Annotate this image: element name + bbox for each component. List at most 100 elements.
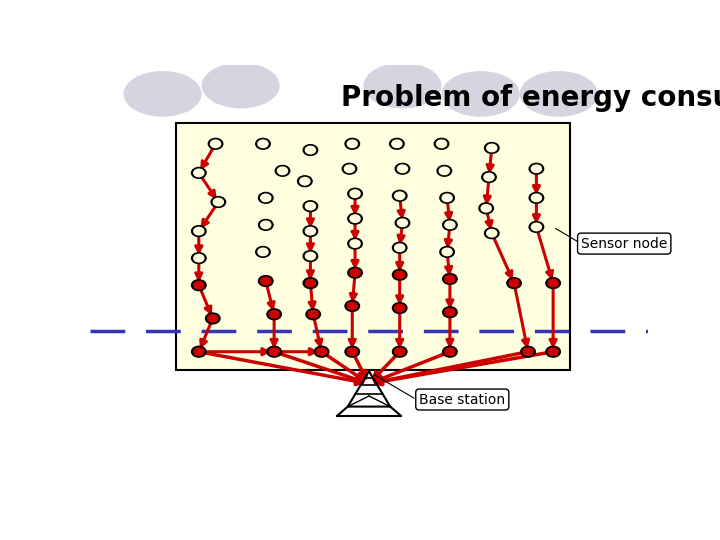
Circle shape [275, 165, 289, 176]
Circle shape [348, 188, 362, 199]
Circle shape [479, 203, 493, 214]
Circle shape [481, 205, 491, 212]
Circle shape [305, 202, 315, 210]
Circle shape [440, 192, 454, 203]
Circle shape [194, 281, 204, 289]
Circle shape [315, 346, 329, 357]
Circle shape [436, 140, 446, 147]
Circle shape [305, 146, 315, 154]
Text: Sensor node: Sensor node [581, 237, 667, 251]
Circle shape [529, 221, 544, 232]
Circle shape [546, 346, 560, 357]
Circle shape [392, 140, 402, 147]
Circle shape [397, 219, 408, 227]
Circle shape [192, 226, 206, 237]
Circle shape [205, 313, 220, 324]
Circle shape [485, 228, 499, 239]
Circle shape [305, 227, 315, 235]
Circle shape [305, 279, 315, 287]
Circle shape [269, 310, 279, 318]
Circle shape [445, 221, 455, 228]
Circle shape [392, 191, 407, 201]
Circle shape [261, 277, 271, 285]
Circle shape [443, 274, 457, 285]
Circle shape [300, 178, 310, 185]
Ellipse shape [124, 71, 202, 117]
Circle shape [439, 167, 449, 174]
Ellipse shape [202, 63, 280, 109]
Circle shape [258, 275, 273, 286]
Circle shape [348, 267, 362, 278]
Circle shape [485, 143, 499, 153]
Circle shape [440, 246, 454, 258]
Text: Problem of energy consumption (cont.): Problem of energy consumption (cont.) [341, 84, 720, 112]
Circle shape [347, 348, 357, 355]
Ellipse shape [520, 71, 598, 117]
Circle shape [297, 176, 312, 187]
Circle shape [308, 310, 318, 318]
Circle shape [258, 219, 273, 230]
Circle shape [548, 348, 558, 355]
Circle shape [345, 346, 359, 357]
Circle shape [256, 138, 270, 149]
Circle shape [443, 346, 457, 357]
Circle shape [395, 244, 405, 252]
Circle shape [548, 279, 558, 287]
Circle shape [258, 140, 268, 147]
Circle shape [443, 219, 457, 230]
Circle shape [269, 348, 279, 355]
Circle shape [192, 253, 206, 264]
Circle shape [482, 172, 496, 183]
Circle shape [208, 138, 222, 149]
Circle shape [210, 140, 220, 147]
Circle shape [529, 163, 544, 174]
Circle shape [434, 138, 449, 149]
Circle shape [194, 169, 204, 177]
Circle shape [392, 302, 407, 313]
Circle shape [507, 278, 521, 288]
Circle shape [211, 197, 225, 207]
Circle shape [277, 167, 287, 174]
Circle shape [531, 223, 541, 231]
Circle shape [487, 144, 497, 152]
Circle shape [303, 145, 318, 156]
Circle shape [443, 307, 457, 318]
Circle shape [529, 192, 544, 203]
Circle shape [345, 301, 359, 312]
Circle shape [350, 190, 360, 198]
Circle shape [395, 305, 405, 312]
Circle shape [437, 165, 451, 176]
Circle shape [392, 346, 407, 357]
Circle shape [303, 201, 318, 212]
Circle shape [267, 346, 282, 357]
Circle shape [395, 163, 410, 174]
Circle shape [546, 278, 560, 288]
Circle shape [317, 348, 327, 355]
Ellipse shape [364, 63, 441, 109]
Circle shape [509, 279, 519, 287]
Circle shape [348, 213, 362, 224]
Circle shape [305, 252, 315, 260]
Circle shape [306, 309, 320, 320]
Bar [176, 123, 570, 370]
Circle shape [303, 226, 318, 237]
Circle shape [445, 348, 455, 355]
Circle shape [442, 194, 452, 201]
Text: Base station: Base station [419, 393, 505, 407]
Circle shape [395, 348, 405, 355]
Circle shape [194, 254, 204, 262]
Circle shape [342, 163, 356, 174]
Circle shape [192, 167, 206, 178]
Circle shape [258, 248, 268, 255]
Circle shape [303, 251, 318, 261]
Circle shape [395, 218, 410, 228]
Circle shape [258, 192, 273, 203]
Circle shape [442, 248, 452, 255]
Circle shape [261, 221, 271, 228]
Circle shape [445, 308, 455, 316]
Circle shape [345, 138, 359, 149]
Circle shape [213, 198, 223, 206]
Circle shape [531, 165, 541, 172]
Circle shape [208, 315, 217, 322]
Circle shape [344, 165, 354, 172]
